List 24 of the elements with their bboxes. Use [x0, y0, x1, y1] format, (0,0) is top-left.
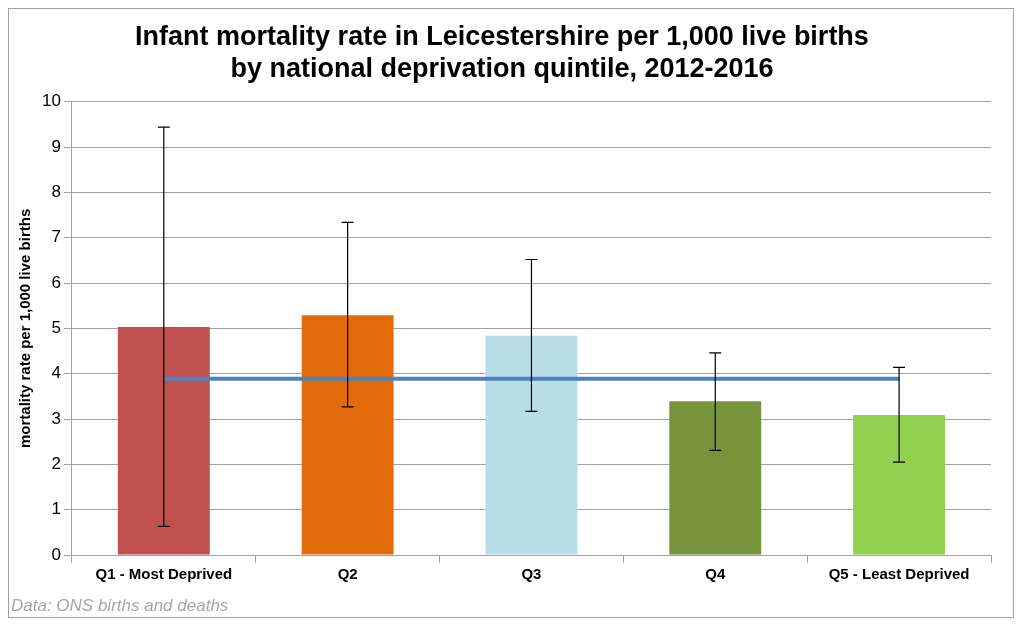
bar [117, 327, 210, 555]
y-tick-label: 10 [41, 91, 61, 111]
y-tick-label: 5 [51, 318, 61, 338]
bar [485, 335, 578, 555]
x-tick-label: Q1 - Most Deprived [95, 565, 233, 583]
text: Data: ONS births and deaths [11, 596, 229, 616]
y-tick-label: 1 [51, 499, 61, 519]
y-tick-label: 9 [51, 136, 61, 156]
y-tick-label: 4 [51, 363, 61, 383]
y-tick-label: 6 [51, 272, 61, 292]
bar [853, 414, 946, 555]
x-tick-label: Q4 [705, 565, 726, 583]
bar [301, 315, 394, 555]
y-axis-title: mortality rate per 1,000 live births [16, 208, 34, 449]
y-tick-label: 3 [51, 408, 61, 428]
bar [669, 401, 762, 555]
x-tick-label: Q2 [337, 565, 358, 583]
y-tick-label: 2 [51, 454, 61, 474]
y-tick-label: 0 [51, 544, 61, 564]
chart-title: Infant mortality rate in Leicestershire per 1,000 live births by national deprivation quintile, 2012-2016 [135, 20, 869, 84]
x-tick-label: Q3 [521, 565, 542, 583]
y-tick-label: 7 [51, 227, 61, 247]
x-tick-label: Q5 - Least Deprived [828, 565, 970, 583]
y-tick-label: 8 [51, 182, 61, 202]
